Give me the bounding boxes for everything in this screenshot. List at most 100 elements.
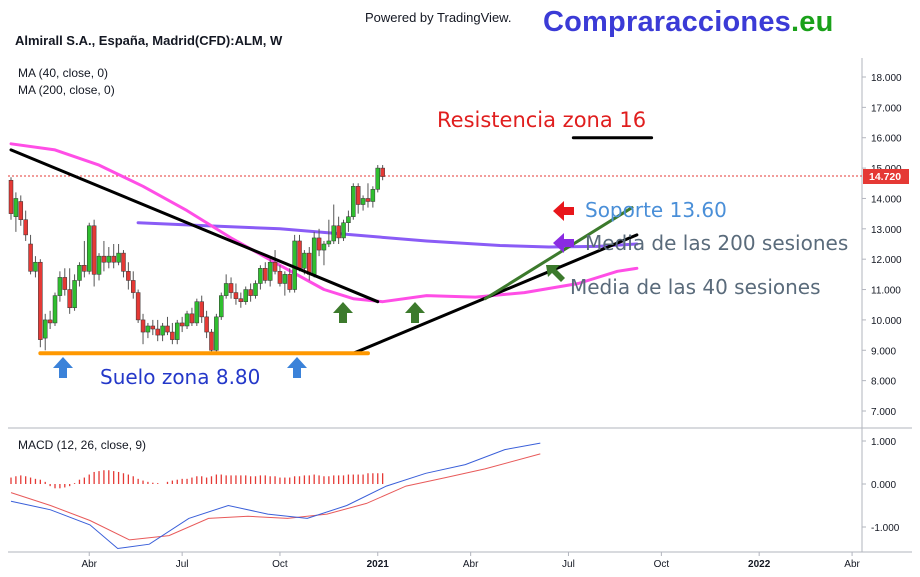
candle-body	[331, 225, 336, 242]
candle-body	[272, 261, 278, 272]
y-tick-label: 11.000	[871, 286, 901, 297]
candle-body	[223, 283, 229, 296]
candle-body	[62, 277, 68, 290]
candle-body	[28, 243, 33, 272]
candle-body	[86, 225, 92, 272]
candle-body	[77, 265, 82, 281]
candle-body	[57, 277, 63, 296]
candle-body	[228, 283, 234, 293]
trend-line	[9, 148, 380, 304]
y-tick-label: 12.000	[871, 255, 902, 266]
candle-body	[204, 316, 209, 333]
support-arrow-2	[405, 302, 425, 323]
candle-body	[33, 261, 38, 272]
y-tick-label: 8.000	[871, 377, 896, 388]
candle-body	[370, 189, 376, 202]
ma40-layer	[9, 142, 639, 304]
candle-body	[18, 201, 24, 220]
candle-body	[116, 252, 121, 263]
y-tick-label: 17.000	[871, 103, 902, 114]
ma40-arrow	[546, 265, 565, 282]
y-tick-label: 7.000	[871, 407, 896, 418]
candle-body	[72, 280, 77, 309]
macd-line	[10, 442, 541, 550]
x-tick-label: Abr	[844, 559, 860, 570]
macd-legend: MACD (12, 26, close, 9)	[18, 438, 147, 452]
candle-body	[336, 225, 341, 239]
candle-body	[150, 325, 156, 330]
candle-body	[8, 179, 14, 214]
candle-body	[126, 271, 131, 281]
powered-by-label: Powered by TradingView.	[365, 10, 512, 25]
candle-body	[297, 240, 302, 269]
candle-body	[13, 198, 19, 217]
candle-body	[243, 289, 248, 302]
candle-body	[145, 325, 151, 333]
candle-body	[52, 295, 58, 324]
candle-body	[179, 322, 185, 327]
x-tick-label: Jul	[176, 559, 189, 570]
x-tick-label: 2022	[748, 559, 771, 570]
candle-body	[233, 292, 239, 299]
y-tick-label: 13.000	[871, 225, 902, 236]
annotation-3: Media de las 40 sesiones	[570, 275, 821, 299]
x-tick-label: Abr	[81, 559, 97, 570]
candle-body	[311, 237, 317, 275]
candle-body	[121, 252, 126, 272]
signal-line	[10, 453, 541, 541]
x-tick-label: Abr	[463, 559, 479, 570]
candle-body	[282, 274, 288, 284]
candle-body	[302, 252, 307, 269]
candle-body	[219, 295, 224, 318]
arrows-layer	[53, 201, 574, 378]
x-tick-label: Oct	[272, 559, 288, 570]
candle-body	[209, 331, 214, 351]
candle-body	[106, 255, 112, 263]
brand-logo: Compraracciones.eu	[543, 6, 834, 39]
brand-main: Compraracciones	[543, 6, 791, 38]
candle-body	[267, 261, 273, 281]
ma200-legend: MA (200, close, 0)	[18, 83, 115, 97]
y-tick-label: 16.000	[871, 134, 902, 145]
last-price-label: 14.720	[869, 171, 901, 183]
symbol-title: Almirall S.A., España, Madrid(CFD):ALM, …	[15, 33, 283, 48]
candle-body	[189, 313, 195, 324]
ma40-line	[9, 142, 639, 304]
candle-body	[111, 255, 116, 263]
ma200-line	[136, 221, 639, 249]
trendlines-layer	[9, 136, 654, 356]
support-arrow-1	[333, 302, 353, 323]
candle-body	[199, 301, 204, 318]
annotation-0: Resistencia zona 16	[437, 108, 646, 132]
candle-body	[194, 301, 200, 324]
ma200-arrow	[553, 233, 574, 253]
y-tick-label: 10.000	[871, 316, 902, 327]
candle-body	[170, 331, 175, 340]
x-tick-label: 2021	[367, 559, 390, 570]
candle-body	[184, 313, 190, 327]
macd-y-tick-label: 1.000	[871, 437, 896, 448]
candle-body	[38, 261, 43, 340]
brand-tld: .eu	[791, 6, 834, 38]
candle-body	[375, 167, 380, 190]
candle-body	[365, 198, 371, 202]
ma40-legend: MA (40, close, 0)	[18, 66, 109, 80]
macd-y-tick-label: 0.000	[871, 480, 896, 491]
candles-layer	[8, 165, 385, 354]
trend-line	[483, 206, 634, 301]
annotation-1: Soporte 13.60	[585, 198, 727, 222]
candle-body	[82, 265, 87, 272]
macd-layer	[10, 442, 541, 550]
floor-arrow-1	[53, 357, 73, 378]
candle-body	[155, 328, 160, 336]
ma200-layer	[136, 221, 639, 249]
candle-body	[135, 292, 141, 321]
candle-body	[287, 274, 292, 290]
annotations-layer: Resistencia zona 16 Soporte 13.60 Media de…	[100, 108, 848, 389]
floor-arrow-2	[287, 357, 307, 378]
candle-body	[253, 283, 258, 296]
candle-body	[316, 237, 322, 251]
candle-body	[91, 225, 97, 275]
candle-body	[321, 243, 327, 251]
